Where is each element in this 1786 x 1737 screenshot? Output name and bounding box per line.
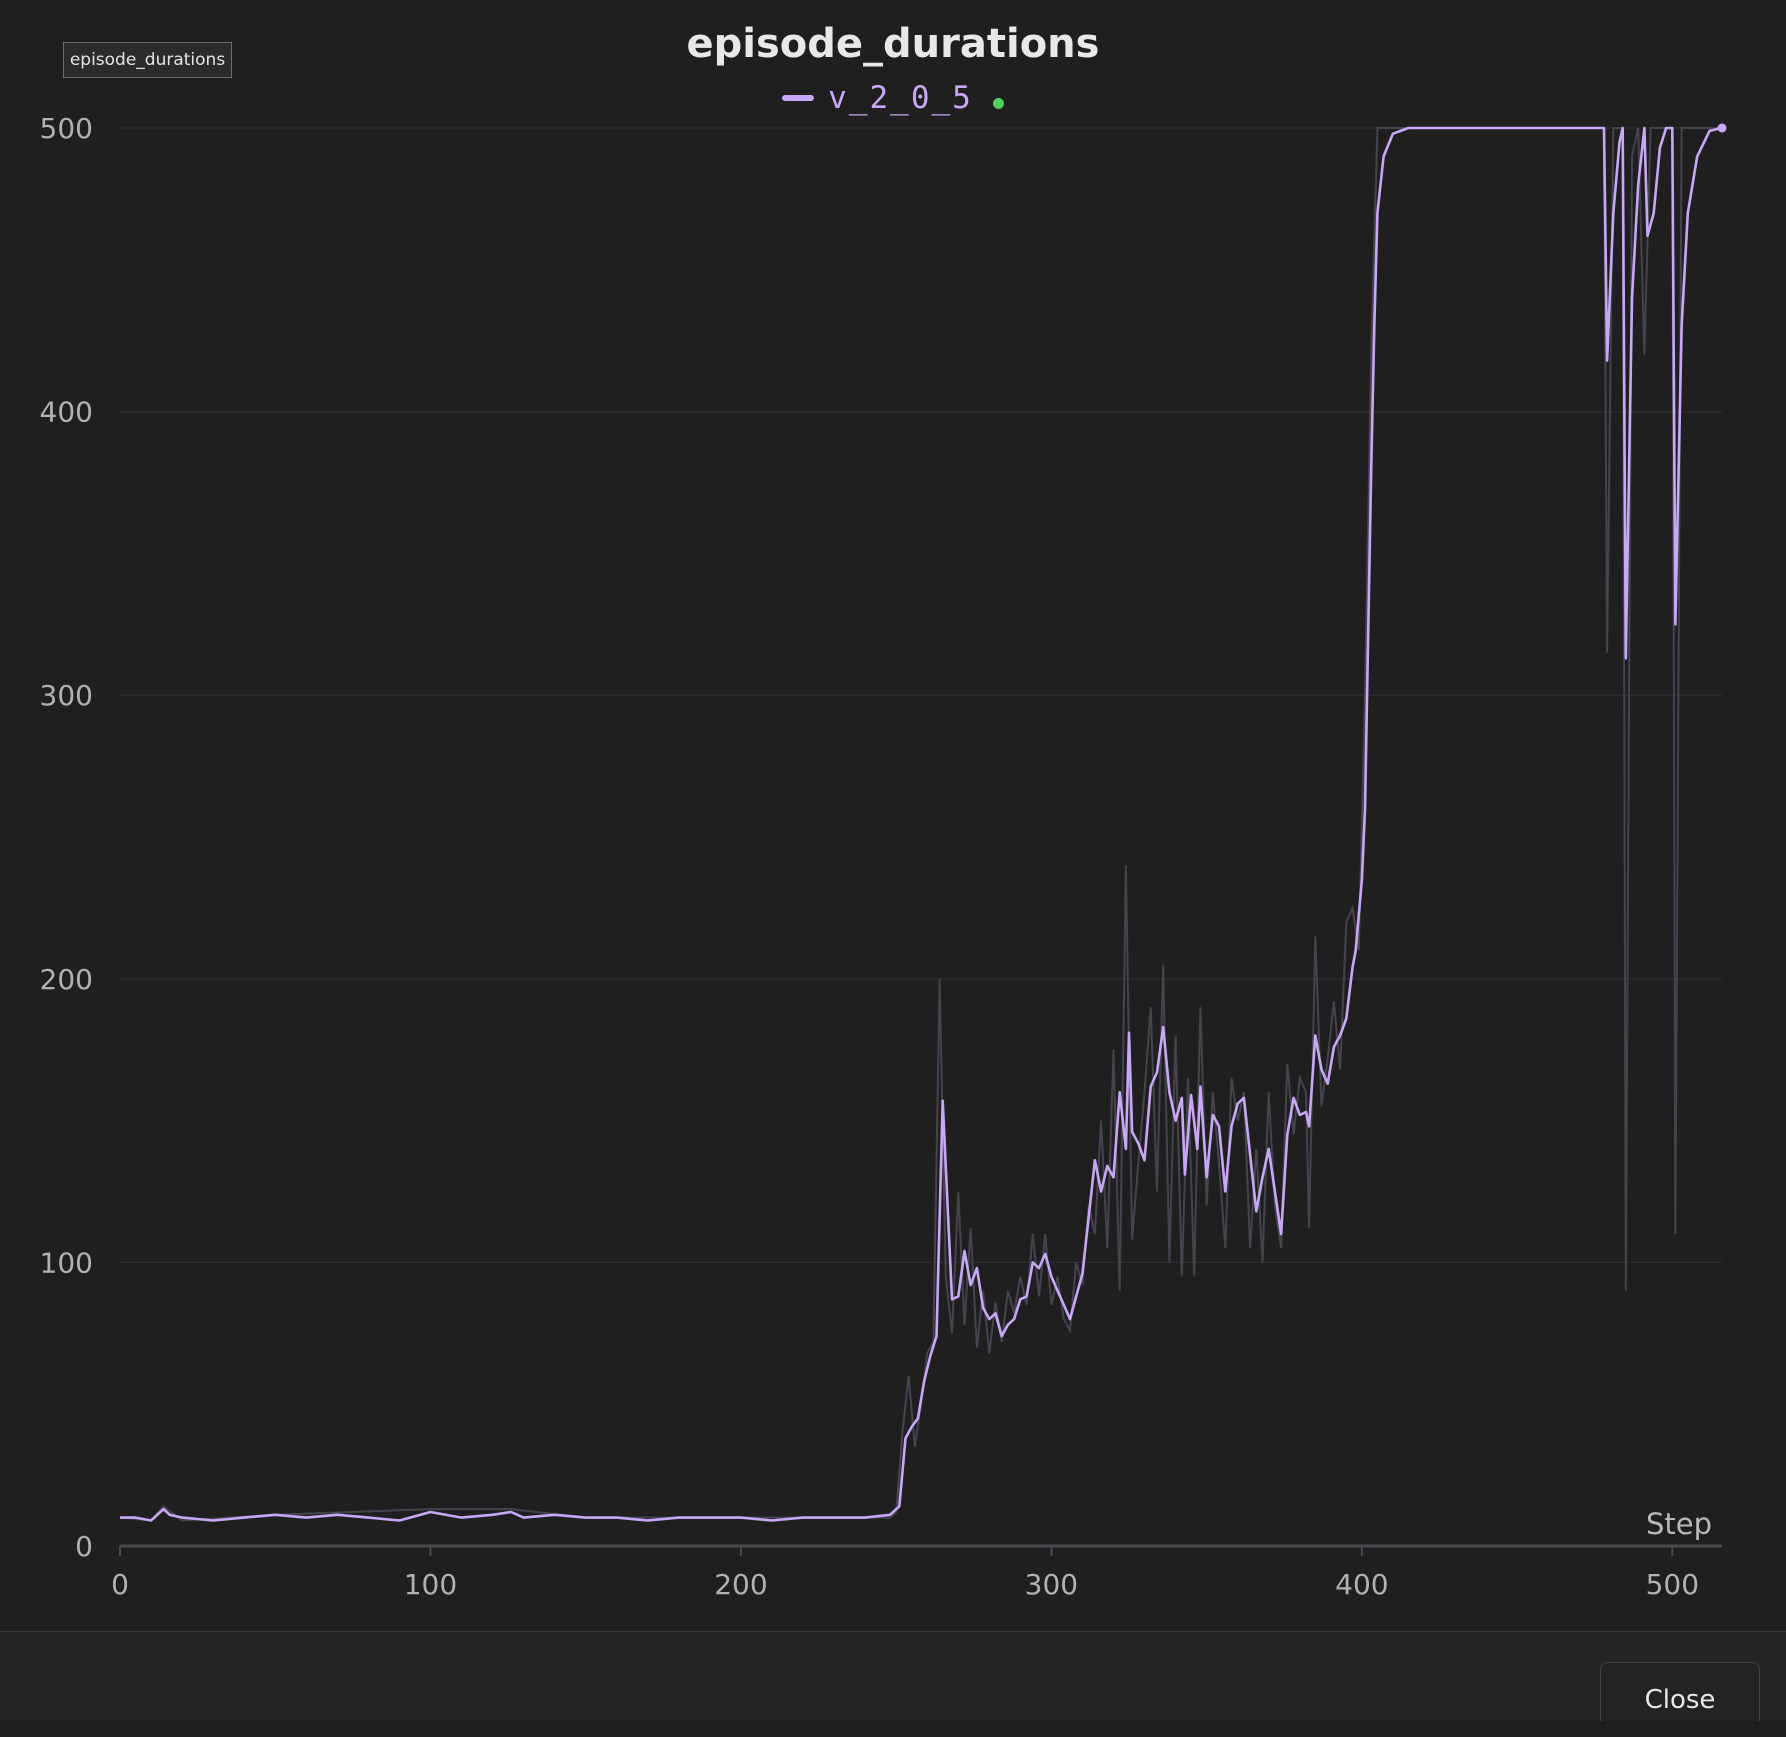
close-button[interactable]: Close <box>1600 1662 1760 1721</box>
legend-swatch <box>782 95 815 101</box>
y-axis-ticks: 0 100 200 300 400 500 <box>40 112 93 1563</box>
y-tick-label: 300 <box>40 679 93 712</box>
smoothed-series-line <box>120 126 1723 1522</box>
live-status-dot <box>992 97 1004 109</box>
y-tick-label: 400 <box>40 396 93 429</box>
dialog-footer: Close <box>0 1631 1786 1721</box>
chart-title: episode_durations <box>686 21 1100 67</box>
x-tick-label: 400 <box>1335 1568 1388 1601</box>
x-tick-label: 100 <box>404 1568 457 1601</box>
raw-series-line <box>119 127 1722 1522</box>
panel-tag: episode_durations <box>63 42 232 78</box>
y-tick-label: 500 <box>40 112 93 145</box>
x-tick-label: 500 <box>1646 1568 1699 1601</box>
legend: v_2_0_5 <box>0 74 1786 122</box>
series-end-point <box>1717 123 1727 133</box>
y-tick-label: 200 <box>40 963 93 996</box>
grid-lines <box>120 127 1722 1548</box>
x-axis-ticks: 0 100 200 300 400 500 <box>111 1546 1699 1601</box>
x-tick-label: 300 <box>1025 1568 1078 1601</box>
y-tick-label: 0 <box>75 1530 93 1563</box>
x-tick-label: 200 <box>714 1568 767 1601</box>
line-chart: 0 100 200 300 400 500 0 100 200 300 400 500 Step <box>40 112 1727 1601</box>
x-tick-label: 0 <box>111 1568 129 1601</box>
y-tick-label: 100 <box>40 1246 93 1279</box>
x-axis-title: Step <box>1646 1507 1712 1541</box>
legend-series-label[interactable]: v_2_0_5 <box>828 80 973 116</box>
